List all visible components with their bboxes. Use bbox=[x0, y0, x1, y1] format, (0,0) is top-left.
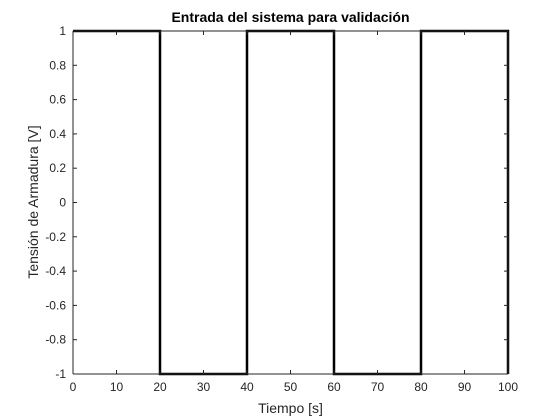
x-tick-label: 60 bbox=[327, 380, 341, 394]
chart-title: Entrada del sistema para validación bbox=[171, 9, 409, 25]
plot-area bbox=[73, 31, 508, 374]
x-tick-label: 40 bbox=[240, 380, 254, 394]
y-tick-label: -0.4 bbox=[45, 264, 66, 278]
x-tick-label: 30 bbox=[197, 380, 211, 394]
y-tick-label: -0.2 bbox=[45, 230, 66, 244]
x-tick-label: 80 bbox=[414, 380, 428, 394]
y-tick-label: -1 bbox=[55, 367, 66, 381]
y-tick-label: 0.6 bbox=[49, 93, 66, 107]
y-tick-label: 0.2 bbox=[49, 161, 66, 175]
x-tick-label: 90 bbox=[458, 380, 472, 394]
y-tick-label: 1 bbox=[59, 24, 66, 38]
y-axis-label: Tensión de Armadura [V] bbox=[25, 125, 41, 278]
x-axis-label: Tiempo [s] bbox=[258, 400, 323, 416]
y-tick-label: 0.8 bbox=[49, 58, 66, 72]
x-tick-label: 0 bbox=[70, 380, 77, 394]
x-tick-label: 100 bbox=[498, 380, 518, 394]
x-tick-label: 20 bbox=[153, 380, 167, 394]
ticks-layer: 0 10 20 30 40 50 60 70 80 90 100-1-0.8-0.6-0.4-0.2… bbox=[45, 24, 518, 394]
y-tick-label: 0 bbox=[59, 196, 66, 210]
x-tick-label: 70 bbox=[371, 380, 385, 394]
x-tick-label: 10 bbox=[110, 380, 124, 394]
y-tick-label: 0.4 bbox=[49, 127, 66, 141]
x-tick-label: 50 bbox=[284, 380, 298, 394]
y-tick-label: -0.6 bbox=[45, 298, 66, 312]
y-tick-label: -0.8 bbox=[45, 333, 66, 347]
